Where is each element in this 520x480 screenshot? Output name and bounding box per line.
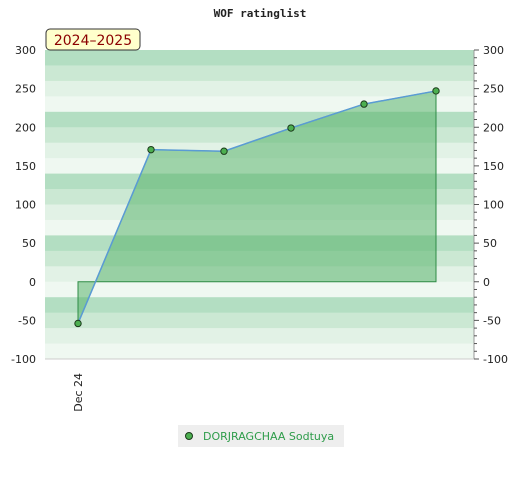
y-tick-label-left: 200: [15, 121, 36, 134]
y-tick-label-right: 200: [483, 121, 504, 134]
y-tick-label-left: 50: [22, 237, 36, 250]
x-axis: Dec 24: [45, 358, 474, 412]
season-badge-box: [45, 28, 141, 51]
y-tick-label-left: 0: [29, 276, 36, 289]
data-point: [432, 87, 440, 95]
background-band: [45, 80, 474, 97]
y-axis-left: -100 -50 0 50 100 150 200 250 300: [11, 44, 36, 366]
y-tick-label-left: 300: [15, 44, 36, 57]
background-band: [45, 65, 474, 82]
legend-marker: [185, 432, 193, 440]
data-point: [287, 124, 295, 132]
background-band: [45, 297, 474, 314]
season-badge-label: 2024–2025: [54, 33, 132, 49]
data-point: [360, 100, 368, 108]
series-area-group: [77, 90, 437, 324]
y-tick-label-left: 250: [15, 83, 36, 96]
background-band: [45, 328, 474, 345]
x-tick-label: Dec 24: [72, 373, 85, 412]
background-band: [45, 343, 474, 360]
chart-title: WOF ratinglist: [214, 7, 307, 20]
y-tick-label-right: -100: [483, 353, 508, 366]
y-axis-right: -100 -50 0 50 100 150 200 250 300: [473, 44, 508, 366]
background-band: [45, 312, 474, 329]
y-tick-label-right: 150: [483, 160, 504, 173]
y-tick-label-left: 150: [15, 160, 36, 173]
background-band: [45, 50, 474, 66]
data-point: [220, 147, 228, 155]
legend: DORJRAGCHAA Sodtuya: [178, 425, 344, 447]
data-point: [147, 145, 155, 154]
data-point: [74, 319, 82, 328]
y-tick-label-left: 100: [15, 199, 36, 212]
y-tick-label-left: -100: [11, 353, 36, 366]
y-tick-label-right: 100: [483, 199, 504, 212]
series-markers: [74, 87, 440, 328]
background-band: [45, 281, 474, 298]
y-tick-label-right: -50: [483, 314, 501, 327]
series-line: [77, 90, 437, 324]
legend-box: [178, 425, 344, 447]
y-tick-label-left: -50: [18, 314, 36, 327]
y-tick-label-right: 300: [483, 44, 504, 57]
y-tick-label-right: 250: [483, 83, 504, 96]
season-badge: 2024–2025: [45, 28, 141, 51]
y-tick-label-right: 50: [483, 237, 497, 250]
y-tick-label-right: 0: [483, 276, 490, 289]
legend-label: DORJRAGCHAA Sodtuya: [203, 430, 334, 443]
